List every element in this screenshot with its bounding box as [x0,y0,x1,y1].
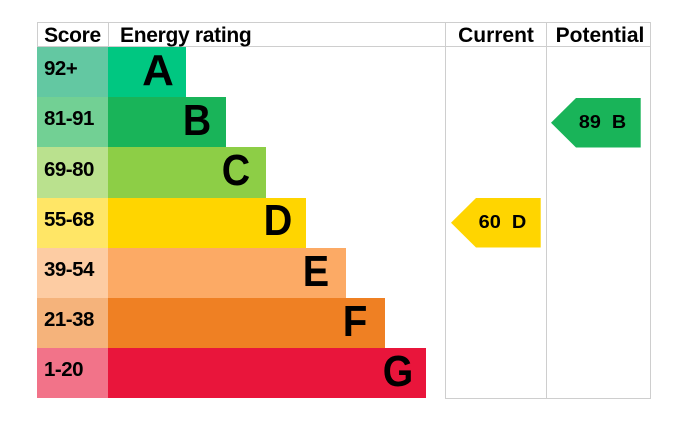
svg-text:60 D: 60 D [479,211,527,232]
svg-text:89 B: 89 B [579,111,626,132]
